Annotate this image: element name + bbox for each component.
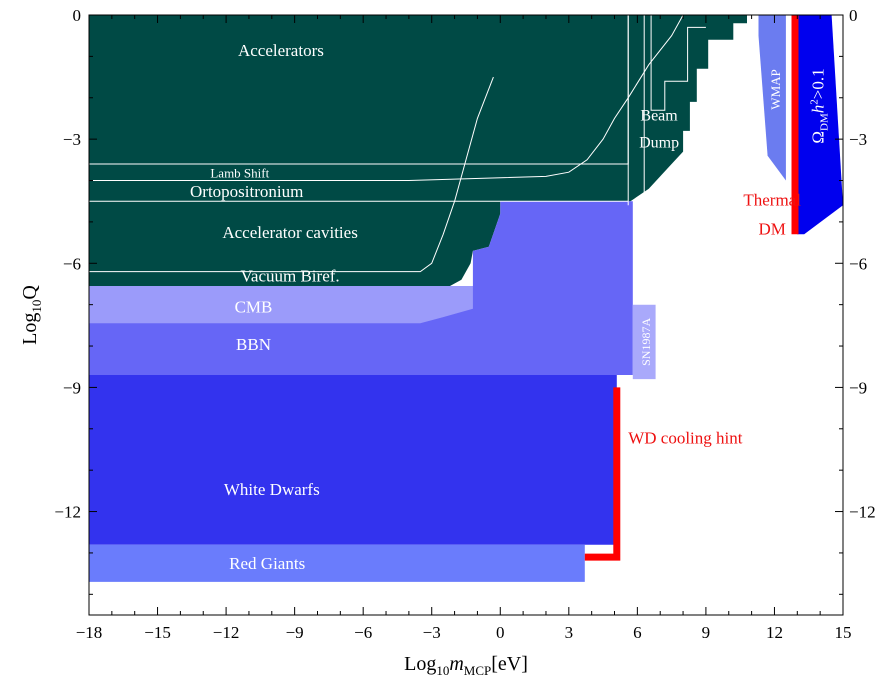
wd-cooling-hint-label: WD cooling hint [628, 428, 743, 447]
y-tick-label-right: −12 [849, 503, 876, 522]
x-tick-label: 12 [766, 623, 783, 642]
region-label-cmb: CMB [235, 298, 273, 317]
x-tick-label: −6 [354, 623, 372, 642]
x-tick-label: −9 [286, 623, 304, 642]
region-label-orto: Ortopositronium [190, 182, 303, 201]
x-tick-label: 0 [496, 623, 505, 642]
x-tick-label: −12 [213, 623, 240, 642]
y-tick-label-left: −12 [54, 503, 81, 522]
y-tick-label-right: 0 [849, 6, 858, 25]
y-tick-label-right: −6 [849, 254, 867, 273]
thermal-dm-label-line2: DM [758, 219, 785, 238]
region-white-dwarfs [89, 375, 617, 545]
region-red-giants [89, 545, 585, 582]
thermal-dm-label-line1: Thermal [743, 190, 801, 209]
region-label-cav: Accelerator cavities [222, 223, 357, 242]
omega-tail: >0.1 [809, 68, 828, 99]
beam-dump-label-line2: Dump [639, 134, 679, 151]
region-cmb [89, 286, 473, 323]
regions-layer [89, 15, 843, 582]
y-tick-label-left: −6 [63, 254, 81, 273]
y-tick-label-left: −9 [63, 378, 81, 397]
wmap-label: WMAP [768, 69, 783, 109]
x-tick-label: 6 [633, 623, 642, 642]
x-axis-label-unit: [eV] [491, 653, 528, 675]
omega-symbol: Ω [809, 131, 828, 144]
x-axis-label-var-sub: MCP [464, 663, 491, 678]
omega-h: h [809, 105, 828, 114]
y-tick-label-right: −9 [849, 378, 867, 397]
region-label-vac: Vacuum Biref. [241, 267, 340, 286]
x-axis-label-var: m [449, 653, 463, 675]
omega-sub: DM [819, 113, 831, 131]
x-tick-label: −3 [423, 623, 441, 642]
x-axis-label-main: Log [404, 653, 436, 675]
y-tick-label-left: 0 [73, 6, 82, 25]
sn1987a-label: SN1987A [639, 318, 653, 366]
x-tick-label: 9 [702, 623, 711, 642]
beam-dump-label-line1: Beam [640, 108, 678, 125]
x-tick-label: −18 [76, 623, 103, 642]
x-tick-label: −15 [144, 623, 171, 642]
omega-dm-label: ΩDMh2>0.1 [809, 68, 831, 143]
region-label-accelerators: Accelerators [238, 41, 324, 60]
x-axis-label-sub: 10 [436, 663, 449, 678]
x-tick-label: 3 [565, 623, 574, 642]
x-axis-label: Log10mMCP[eV] [404, 653, 528, 678]
region-label-lamb: Lamb Shift [210, 165, 269, 180]
x-tick-label: 15 [835, 623, 852, 642]
region-label-red-giants: Red Giants [229, 554, 305, 573]
y-axis-label-sub: 10 [29, 300, 44, 313]
y-axis-label: Log10Q [19, 285, 44, 345]
y-axis-label-main: Log [19, 313, 41, 345]
y-tick-label-left: −3 [63, 130, 81, 149]
y-axis-label-var: Q [19, 285, 41, 300]
y-tick-label-right: −3 [849, 130, 867, 149]
region-label-white-dwarfs: White Dwarfs [224, 480, 320, 499]
region-label-bbn: BBN [236, 335, 271, 354]
